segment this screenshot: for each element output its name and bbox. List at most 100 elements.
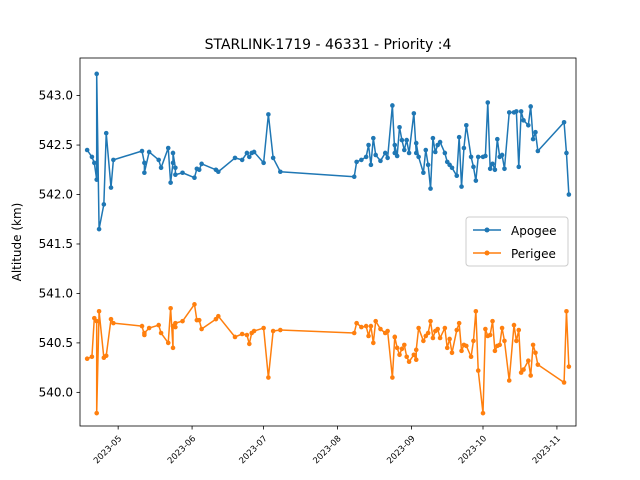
perigee-point [487, 332, 493, 338]
apogee-point [168, 180, 173, 185]
perigee-point [506, 378, 512, 383]
perigee-point [430, 335, 436, 341]
apogee-point [564, 150, 569, 156]
y-axis-ticks: 540.0 540.5 541.0 541.5 542.0 542.5 543.0 [39, 89, 80, 399]
apogee-point [483, 153, 488, 159]
apogee-point [459, 184, 464, 189]
perigee-point [180, 318, 185, 324]
perigee-point [170, 345, 176, 351]
apogee-point [382, 150, 388, 156]
y-tick-label: 543.0 [39, 89, 73, 103]
perigee-point [421, 338, 426, 344]
apogee-point [139, 148, 145, 154]
apogee-point [430, 135, 436, 141]
perigee-point [192, 302, 197, 307]
apogee-point [92, 160, 97, 166]
apogee-point [397, 124, 402, 130]
perigee-point [416, 325, 421, 331]
y-axis-label: Altitude (km) [10, 203, 24, 282]
apogee-point [499, 152, 505, 158]
perigee-point [368, 323, 374, 329]
apogee-point [196, 167, 202, 173]
apogee-point [566, 192, 572, 197]
perigee-point [490, 318, 495, 324]
apogee-point [514, 109, 519, 114]
apogee-point [111, 157, 116, 163]
apogee-point [96, 226, 102, 232]
apogee-point [454, 173, 460, 179]
apogee-point [270, 155, 276, 161]
perigee-point [437, 335, 443, 341]
apogee-point [473, 178, 479, 183]
apogee-point [94, 177, 99, 182]
apogee-point [84, 147, 90, 153]
perigee-point [511, 322, 517, 328]
apogee-point [165, 145, 171, 151]
perigee-point [251, 328, 257, 334]
apogee-point [413, 140, 419, 146]
legend: Apogee Perigee [465, 216, 569, 267]
apogee-point [142, 160, 147, 166]
apogee-point [359, 157, 364, 163]
apogee-point [216, 169, 221, 175]
apogee-point [239, 157, 245, 163]
apogee-point [521, 118, 526, 123]
perigee-point [239, 331, 245, 337]
apogee-point [170, 150, 176, 156]
perigee-point [480, 410, 486, 416]
apogee-point [363, 154, 369, 160]
apogee-point [492, 167, 498, 173]
apogee-point [516, 164, 522, 170]
perigee-point [196, 317, 202, 323]
perigee-point [199, 326, 204, 332]
apogee-point [170, 160, 176, 166]
apogee-point [526, 122, 531, 128]
apogee-point [416, 154, 421, 160]
apogee-point [378, 158, 383, 164]
legend-apogee-label: Apogee [511, 224, 557, 238]
perigee-point [428, 318, 433, 324]
perigee-point [399, 346, 405, 352]
perigee-point [459, 348, 464, 354]
apogee-point [232, 155, 238, 161]
perigee-point [499, 325, 505, 331]
apogee-point [371, 135, 376, 141]
y-tick-label: 541.0 [39, 286, 73, 300]
apogee-point [456, 134, 462, 140]
perigee-point [378, 326, 383, 332]
perigee-point [394, 345, 400, 351]
apogee-point [199, 161, 204, 167]
perigee-point [471, 338, 476, 344]
perigee-point [266, 375, 271, 380]
apogee-point [351, 174, 357, 180]
perigee-point [94, 318, 99, 324]
perigee-point [165, 340, 171, 346]
apogee-point [180, 170, 185, 176]
apogee-point [506, 110, 512, 115]
apogee-point [278, 169, 283, 175]
axes-frame [79, 57, 577, 427]
perigee-point [492, 348, 498, 354]
perigee-point [502, 338, 507, 344]
apogee-point [402, 147, 407, 153]
apogee-point [192, 175, 197, 180]
apogee-point [561, 120, 567, 125]
apogee-point [399, 137, 405, 143]
legend-perigee-marker [484, 250, 490, 256]
apogee-point [392, 142, 398, 148]
perigee-point [454, 327, 460, 333]
perigee-point [232, 334, 238, 340]
perigee-point [142, 330, 147, 336]
apogee-point [502, 166, 507, 172]
apogee-point [251, 149, 257, 155]
perigee-point [168, 305, 173, 311]
apogee-point [354, 159, 359, 165]
perigee-point [566, 364, 572, 369]
apogee-point [108, 185, 114, 190]
perigee-point [146, 325, 152, 331]
perigee-point [103, 353, 109, 359]
y-tick-label: 542.5 [39, 138, 73, 152]
y-tick-label: 541.5 [39, 237, 73, 251]
apogee-point [433, 149, 438, 155]
perigee-point [514, 338, 519, 344]
